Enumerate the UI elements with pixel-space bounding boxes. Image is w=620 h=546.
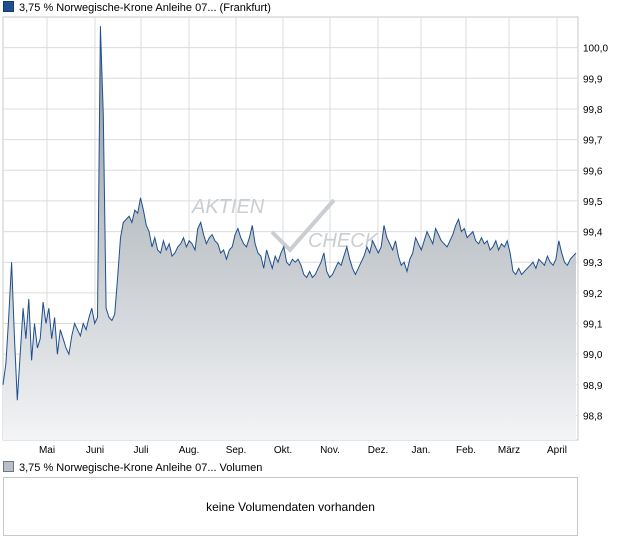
x-tick-label: Juli bbox=[133, 445, 148, 456]
price-line bbox=[2, 26, 577, 401]
y-tick-label: 99,2 bbox=[583, 289, 603, 300]
y-tick-label: 98,8 bbox=[583, 411, 603, 422]
y-tick-label: 99,0 bbox=[583, 350, 603, 361]
x-tick-label: Juni bbox=[86, 445, 104, 456]
x-tick-label: Sep. bbox=[226, 445, 247, 456]
x-tick-label: Feb. bbox=[456, 445, 476, 456]
price-chart: AKTIEN CHECK 100,0 99,9 99,8 99,7 99,6 99,5 99… bbox=[2, 16, 608, 456]
price-legend-label: 3,75 % Norwegische-Krone Anleihe 07... (… bbox=[19, 2, 271, 14]
watermark-line2: CHECK bbox=[308, 230, 380, 252]
x-tick-label: Mai bbox=[39, 445, 55, 456]
no-volume-message: keine Volumendaten vorhanden bbox=[206, 500, 375, 514]
y-axis-labels: 100,0 99,9 99,8 99,7 99,6 99,5 99,4 99,3 99,2 99,… bbox=[583, 44, 608, 423]
y-tick-label: 99,7 bbox=[583, 136, 603, 147]
y-tick-label: 99,8 bbox=[583, 105, 603, 116]
x-tick-label: Nov. bbox=[320, 445, 340, 456]
x-tick-label: Aug. bbox=[179, 445, 200, 456]
volume-panel: keine Volumendaten vorhanden bbox=[3, 477, 578, 536]
volume-legend: 3,75 % Norwegische-Krone Anleihe 07... V… bbox=[3, 461, 262, 475]
y-tick-label: 99,3 bbox=[583, 258, 603, 269]
x-tick-label: Okt. bbox=[274, 445, 292, 456]
watermark-line1: AKTIEN bbox=[191, 196, 265, 218]
x-tick-label: Dez. bbox=[368, 445, 389, 456]
y-tick-label: 100,0 bbox=[583, 44, 608, 55]
y-tick-label: 99,4 bbox=[583, 228, 603, 239]
aktiencheck-watermark: AKTIEN CHECK bbox=[191, 196, 380, 253]
y-tick-label: 99,5 bbox=[583, 197, 603, 208]
x-axis-labels: Mai Juni Juli Aug. Sep. Okt. Nov. Dez. Jan. Feb. M… bbox=[39, 445, 567, 456]
price-area bbox=[3, 26, 576, 440]
y-tick-label: 99,6 bbox=[583, 166, 603, 177]
x-tick-label: Jan. bbox=[412, 445, 431, 456]
watermark-check-icon bbox=[270, 198, 336, 253]
y-tick-label: 99,9 bbox=[583, 74, 603, 85]
price-series-swatch bbox=[3, 1, 14, 12]
volume-series-swatch bbox=[3, 461, 14, 472]
x-tick-label: März bbox=[498, 445, 520, 456]
x-tick-label: April bbox=[547, 445, 567, 456]
y-tick-label: 99,1 bbox=[583, 320, 603, 331]
y-tick-label: 98,9 bbox=[583, 381, 603, 392]
price-legend: 3,75 % Norwegische-Krone Anleihe 07... (… bbox=[3, 1, 271, 15]
volume-legend-label: 3,75 % Norwegische-Krone Anleihe 07... V… bbox=[19, 462, 263, 474]
